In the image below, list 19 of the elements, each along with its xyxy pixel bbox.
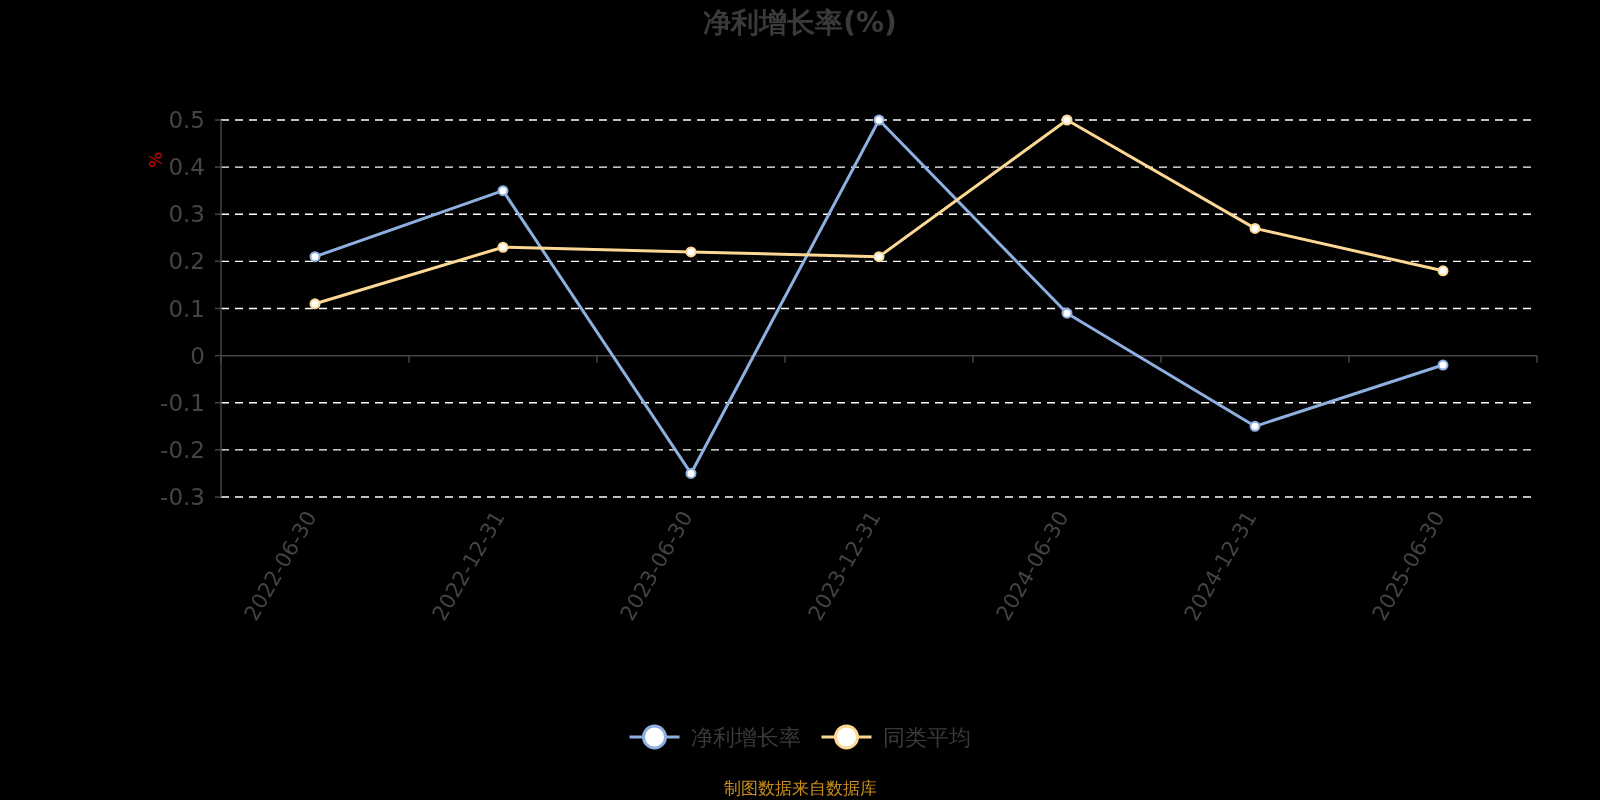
point: [873, 251, 885, 263]
point: [1061, 114, 1073, 126]
point: [497, 185, 509, 197]
point: [1437, 359, 1449, 371]
point: [1249, 222, 1261, 234]
point: [873, 114, 885, 126]
point: [1437, 265, 1449, 277]
point: [685, 467, 697, 479]
point: [309, 251, 321, 263]
point: [1061, 307, 1073, 319]
title: 净利增长率(%): [703, 5, 897, 39]
point: [309, 298, 321, 310]
legend-label: 同类平均: [882, 724, 971, 750]
point: [685, 246, 697, 258]
point: [497, 241, 509, 253]
ylabel: %: [146, 151, 166, 169]
legend-label: 净利增长率: [690, 724, 801, 750]
annotation: 制图数据来自数据库: [723, 778, 877, 798]
point: [1249, 420, 1261, 432]
